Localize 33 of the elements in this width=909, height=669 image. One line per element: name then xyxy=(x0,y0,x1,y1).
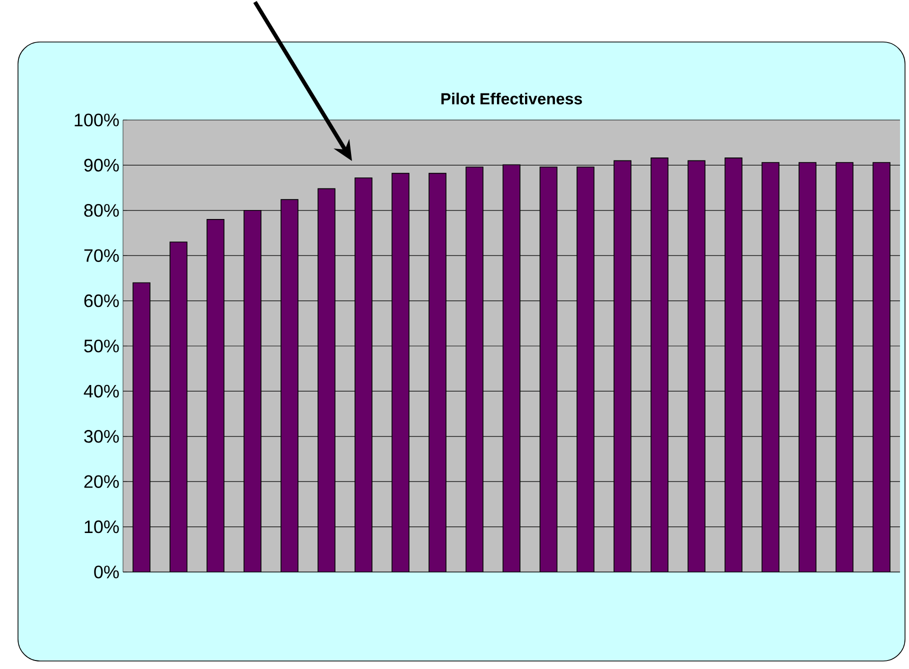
bar xyxy=(502,164,520,572)
bar xyxy=(724,158,742,572)
bar xyxy=(354,177,372,572)
bar xyxy=(206,219,224,572)
bar xyxy=(244,210,262,572)
bar xyxy=(650,158,668,572)
bar xyxy=(540,166,558,572)
bar xyxy=(798,162,816,572)
y-tick-label: 80% xyxy=(84,204,119,217)
bar xyxy=(576,166,594,572)
bar xyxy=(872,162,890,572)
bar xyxy=(170,242,188,572)
bar xyxy=(688,160,706,572)
y-tick-label: 10% xyxy=(84,520,119,534)
bar xyxy=(132,282,150,572)
y-tick-label: 30% xyxy=(84,430,119,443)
bar xyxy=(466,166,484,572)
bar xyxy=(318,188,336,572)
bar xyxy=(280,199,298,572)
bar xyxy=(428,172,446,572)
chart-title: Pilot Effectiveness xyxy=(441,92,582,104)
y-tick-label: 100% xyxy=(74,114,119,126)
y-tick-label: 50% xyxy=(84,340,119,352)
bar xyxy=(762,162,780,572)
y-tick-label: 60% xyxy=(84,294,119,308)
bar xyxy=(836,162,854,572)
bar xyxy=(392,172,410,572)
y-tick-label: 0% xyxy=(94,566,119,578)
y-tick-label: 90% xyxy=(84,158,119,172)
y-tick-label: 20% xyxy=(84,475,119,488)
y-tick-label: 70% xyxy=(84,249,119,262)
y-tick-label: 40% xyxy=(84,384,119,398)
bar xyxy=(614,160,632,572)
